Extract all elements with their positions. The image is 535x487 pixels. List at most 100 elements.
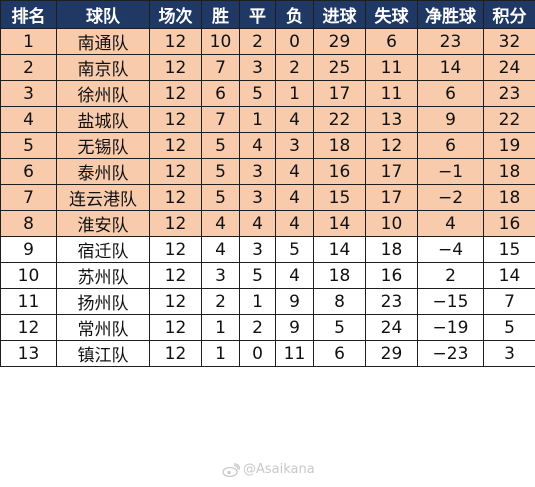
team-cell: 南京队 — [56, 54, 150, 81]
points-cell: 5 — [483, 314, 535, 341]
played-cell: 12 — [149, 54, 202, 81]
table-row: 9 宿迁队 12 4 3 5 14 18 −4 15 — [0, 236, 535, 263]
lost-cell: 5 — [275, 236, 314, 263]
won-cell: 2 — [201, 288, 240, 315]
won-cell: 5 — [201, 184, 240, 211]
team-cell: 镇江队 — [56, 340, 150, 367]
header-goal-difference: 净胜球 — [417, 0, 484, 29]
goals-for-cell: 15 — [313, 184, 366, 211]
points-cell: 23 — [483, 80, 535, 107]
lost-cell: 11 — [275, 340, 314, 367]
goal-difference-cell: −15 — [417, 288, 484, 315]
table-row: 11 扬州队 12 2 1 9 8 23 −15 7 — [0, 288, 535, 315]
points-cell: 22 — [483, 106, 535, 133]
table-row: 3 徐州队 12 6 5 1 17 11 6 23 — [0, 80, 535, 107]
played-cell: 12 — [149, 288, 202, 315]
points-cell: 24 — [483, 54, 535, 81]
lost-cell: 0 — [275, 28, 314, 55]
goals-for-cell: 25 — [313, 54, 366, 81]
drawn-cell: 3 — [239, 54, 276, 81]
played-cell: 12 — [149, 106, 202, 133]
team-cell: 连云港队 — [56, 184, 150, 211]
goals-against-cell: 10 — [365, 210, 418, 237]
won-cell: 10 — [201, 28, 240, 55]
rank-cell: 12 — [0, 314, 57, 341]
goal-difference-cell: −4 — [417, 236, 484, 263]
rank-cell: 5 — [0, 132, 57, 159]
header-points: 积分 — [483, 0, 535, 29]
goals-against-cell: 11 — [365, 54, 418, 81]
goals-for-cell: 29 — [313, 28, 366, 55]
table-row: 8 淮安队 12 4 4 4 14 10 4 16 — [0, 210, 535, 237]
goal-difference-cell: 14 — [417, 54, 484, 81]
header-goals-for: 进球 — [313, 0, 366, 29]
table-row: 1 南通队 12 10 2 0 29 6 23 32 — [0, 28, 535, 55]
rank-cell: 13 — [0, 340, 57, 367]
goals-against-cell: 24 — [365, 314, 418, 341]
watermark-text: @Asaikana — [243, 462, 315, 477]
team-cell: 南通队 — [56, 28, 150, 55]
goal-difference-cell: 4 — [417, 210, 484, 237]
goal-difference-cell: −23 — [417, 340, 484, 367]
played-cell: 12 — [149, 28, 202, 55]
lost-cell: 9 — [275, 314, 314, 341]
table-row: 4 盐城队 12 7 1 4 22 13 9 22 — [0, 106, 535, 133]
won-cell: 4 — [201, 210, 240, 237]
drawn-cell: 3 — [239, 184, 276, 211]
goals-for-cell: 8 — [313, 288, 366, 315]
goal-difference-cell: −19 — [417, 314, 484, 341]
goals-against-cell: 16 — [365, 262, 418, 289]
goals-against-cell: 18 — [365, 236, 418, 263]
lost-cell: 4 — [275, 262, 314, 289]
header-team: 球队 — [56, 0, 150, 29]
goal-difference-cell: −2 — [417, 184, 484, 211]
played-cell: 12 — [149, 80, 202, 107]
rank-cell: 10 — [0, 262, 57, 289]
header-played: 场次 — [149, 0, 202, 29]
won-cell: 3 — [201, 262, 240, 289]
drawn-cell: 2 — [239, 314, 276, 341]
goals-against-cell: 13 — [365, 106, 418, 133]
lost-cell: 4 — [275, 106, 314, 133]
team-cell: 徐州队 — [56, 80, 150, 107]
lost-cell: 4 — [275, 184, 314, 211]
points-cell: 7 — [483, 288, 535, 315]
lost-cell: 9 — [275, 288, 314, 315]
lost-cell: 4 — [275, 158, 314, 185]
team-cell: 无锡队 — [56, 132, 150, 159]
rank-cell: 6 — [0, 158, 57, 185]
won-cell: 5 — [201, 132, 240, 159]
goal-difference-cell: 23 — [417, 28, 484, 55]
played-cell: 12 — [149, 210, 202, 237]
drawn-cell: 3 — [239, 158, 276, 185]
goals-for-cell: 14 — [313, 236, 366, 263]
goals-for-cell: 17 — [313, 80, 366, 107]
goals-for-cell: 22 — [313, 106, 366, 133]
standings-table: 排名 球队 场次 胜 平 负 进球 失球 净胜球 积分 1 南通队 12 10 … — [0, 0, 535, 367]
played-cell: 12 — [149, 340, 202, 367]
team-cell: 泰州队 — [56, 158, 150, 185]
goal-difference-cell: 2 — [417, 262, 484, 289]
table-row: 7 连云港队 12 5 3 4 15 17 −2 18 — [0, 184, 535, 211]
rank-cell: 2 — [0, 54, 57, 81]
team-cell: 苏州队 — [56, 262, 150, 289]
lost-cell: 2 — [275, 54, 314, 81]
goals-for-cell: 16 — [313, 158, 366, 185]
table-row: 5 无锡队 12 5 4 3 18 12 6 19 — [0, 132, 535, 159]
won-cell: 7 — [201, 54, 240, 81]
rank-cell: 11 — [0, 288, 57, 315]
played-cell: 12 — [149, 158, 202, 185]
table-row: 13 镇江队 12 1 0 11 6 29 −23 3 — [0, 340, 535, 367]
goals-against-cell: 6 — [365, 28, 418, 55]
team-cell: 常州队 — [56, 314, 150, 341]
lost-cell: 4 — [275, 210, 314, 237]
points-cell: 32 — [483, 28, 535, 55]
points-cell: 3 — [483, 340, 535, 367]
won-cell: 1 — [201, 340, 240, 367]
played-cell: 12 — [149, 262, 202, 289]
drawn-cell: 0 — [239, 340, 276, 367]
table-row: 12 常州队 12 1 2 9 5 24 −19 5 — [0, 314, 535, 341]
team-cell: 淮安队 — [56, 210, 150, 237]
goals-for-cell: 18 — [313, 262, 366, 289]
